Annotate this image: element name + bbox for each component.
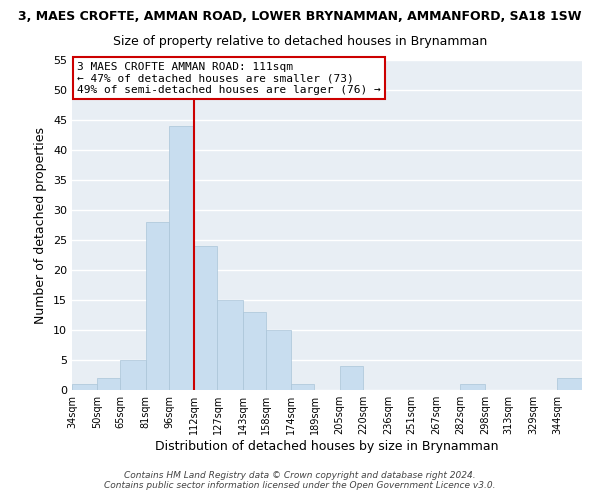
Bar xyxy=(194,246,217,390)
Text: 3, MAES CROFTE, AMMAN ROAD, LOWER BRYNAMMAN, AMMANFORD, SA18 1SW: 3, MAES CROFTE, AMMAN ROAD, LOWER BRYNAM… xyxy=(18,10,582,23)
Bar xyxy=(217,300,242,390)
Bar xyxy=(121,360,146,390)
Bar xyxy=(266,330,291,390)
Text: Contains HM Land Registry data © Crown copyright and database right 2024.
Contai: Contains HM Land Registry data © Crown c… xyxy=(104,470,496,490)
Text: Size of property relative to detached houses in Brynamman: Size of property relative to detached ho… xyxy=(113,35,487,48)
Y-axis label: Number of detached properties: Number of detached properties xyxy=(34,126,47,324)
Bar xyxy=(146,222,169,390)
Bar xyxy=(72,384,97,390)
Bar xyxy=(557,378,582,390)
Bar xyxy=(291,384,314,390)
Bar xyxy=(169,126,194,390)
Bar xyxy=(97,378,121,390)
Text: 3 MAES CROFTE AMMAN ROAD: 111sqm
← 47% of detached houses are smaller (73)
49% o: 3 MAES CROFTE AMMAN ROAD: 111sqm ← 47% o… xyxy=(77,62,381,95)
Bar xyxy=(242,312,266,390)
X-axis label: Distribution of detached houses by size in Brynamman: Distribution of detached houses by size … xyxy=(155,440,499,453)
Bar xyxy=(460,384,485,390)
Bar xyxy=(340,366,363,390)
